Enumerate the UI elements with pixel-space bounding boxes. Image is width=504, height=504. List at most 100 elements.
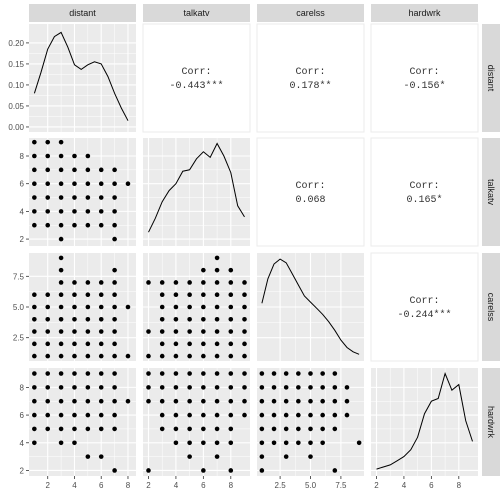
scatter-point [85, 353, 91, 359]
x-tick-label: 4 [402, 481, 407, 490]
corr-value: -0.156* [403, 80, 445, 92]
scatter-point [112, 267, 117, 273]
scatter-point [45, 153, 51, 159]
top-strip-distant: distant [29, 4, 136, 22]
scatter-point [259, 454, 265, 459]
corr-label: Corr: [409, 181, 439, 192]
scatter-point [58, 292, 64, 298]
scatter-point [98, 412, 104, 418]
scatter-point [332, 468, 338, 473]
scatter-panel-talkatv-vs-distant [29, 138, 136, 246]
scatter-point [32, 167, 37, 173]
scatter-point [32, 195, 37, 200]
corr-label: Corr: [409, 296, 439, 307]
corr-value: -0.443*** [169, 80, 223, 92]
strip-background [371, 4, 478, 22]
scatter-point [159, 292, 165, 298]
scatter-point [159, 316, 165, 322]
scatter-point [32, 329, 37, 334]
x-tick-label: 6 [201, 481, 206, 490]
scatter-point [332, 371, 338, 376]
scatter-point [242, 316, 247, 322]
x-axis-hardwrk: 2 4 6 8 [374, 476, 462, 490]
scatter-point [85, 167, 91, 173]
scatter-point [72, 195, 77, 200]
scatter-point [187, 454, 192, 459]
scatter-point [146, 371, 151, 376]
y-tick-label: 8 [20, 152, 25, 161]
scatter-point [201, 329, 206, 334]
scatter-point [320, 426, 325, 432]
x-tick-label: 4 [72, 481, 77, 490]
scatter-point [214, 304, 220, 310]
corr-panel-distant-hardwrk: Corr: -0.156* [370, 23, 479, 133]
scatter-point [159, 304, 165, 310]
strip-background [482, 368, 500, 476]
corr-panel-distant-carelss: Corr: 0.178** [256, 23, 365, 133]
scatter-point [296, 385, 301, 390]
scatter-point [125, 398, 131, 404]
y-tick-label: 8 [20, 383, 25, 392]
scatter-point [112, 236, 117, 242]
scatter-point [308, 385, 313, 390]
scatter-point [85, 454, 91, 459]
scatter-point [85, 385, 91, 390]
x-tick-label: 4 [174, 481, 179, 490]
scatter-point [214, 440, 220, 446]
scatter-point [271, 412, 277, 418]
scatter-point [112, 195, 117, 200]
scatter-point [72, 304, 77, 310]
scatter-point [72, 440, 77, 446]
scatter-point [228, 267, 234, 273]
scatter-point [332, 385, 338, 390]
panel-background [371, 368, 478, 476]
scatter-point [259, 412, 265, 418]
scatter-point [112, 341, 117, 347]
y-tick-label: 0.10 [8, 81, 24, 90]
scatter-point [187, 316, 192, 322]
scatter-point [242, 304, 247, 310]
scatter-point [146, 280, 151, 285]
scatter-point [112, 353, 117, 359]
density-curve-hardwrk [376, 371, 473, 470]
scatter-point [32, 316, 37, 322]
scatter-point [332, 398, 338, 404]
scatter-point [146, 468, 151, 473]
scatter-point [159, 426, 165, 432]
scatter-point [173, 353, 179, 359]
x-tick-label: 6 [99, 481, 104, 490]
scatter-point [112, 181, 117, 186]
x-tick-label: 6 [429, 481, 434, 490]
scatter-point [228, 341, 234, 347]
scatter-point [214, 280, 220, 285]
scatter-point [98, 280, 104, 285]
scatter-point [72, 398, 77, 404]
scatter-point [187, 412, 192, 418]
scatter-point [32, 222, 37, 228]
y-tick-label: 5.0 [13, 303, 25, 312]
scatter-point [98, 316, 104, 322]
scatter-point [125, 181, 131, 186]
density-panel-carelss [257, 253, 364, 361]
scatter-point [58, 167, 64, 173]
panel-background [256, 137, 365, 247]
scatter-point [201, 398, 206, 404]
y-tick-label: 2 [20, 235, 25, 244]
scatter-point [308, 440, 313, 446]
scatter-point [242, 398, 247, 404]
scatter-point [173, 426, 179, 432]
scatter-point [58, 209, 64, 214]
scatter-point [201, 280, 206, 285]
scatter-point [283, 385, 289, 390]
scatter-point [214, 329, 220, 334]
top-strip-talkatv: talkatv [143, 4, 250, 22]
scatter-point [58, 280, 64, 285]
scatter-point [85, 412, 91, 418]
scatter-point [72, 222, 77, 228]
scatter-point [72, 316, 77, 322]
y-tick-label: 2.5 [13, 334, 25, 343]
scatter-point [146, 398, 151, 404]
panel-background [29, 138, 136, 246]
scatter-point [58, 329, 64, 334]
scatter-point [85, 426, 91, 432]
